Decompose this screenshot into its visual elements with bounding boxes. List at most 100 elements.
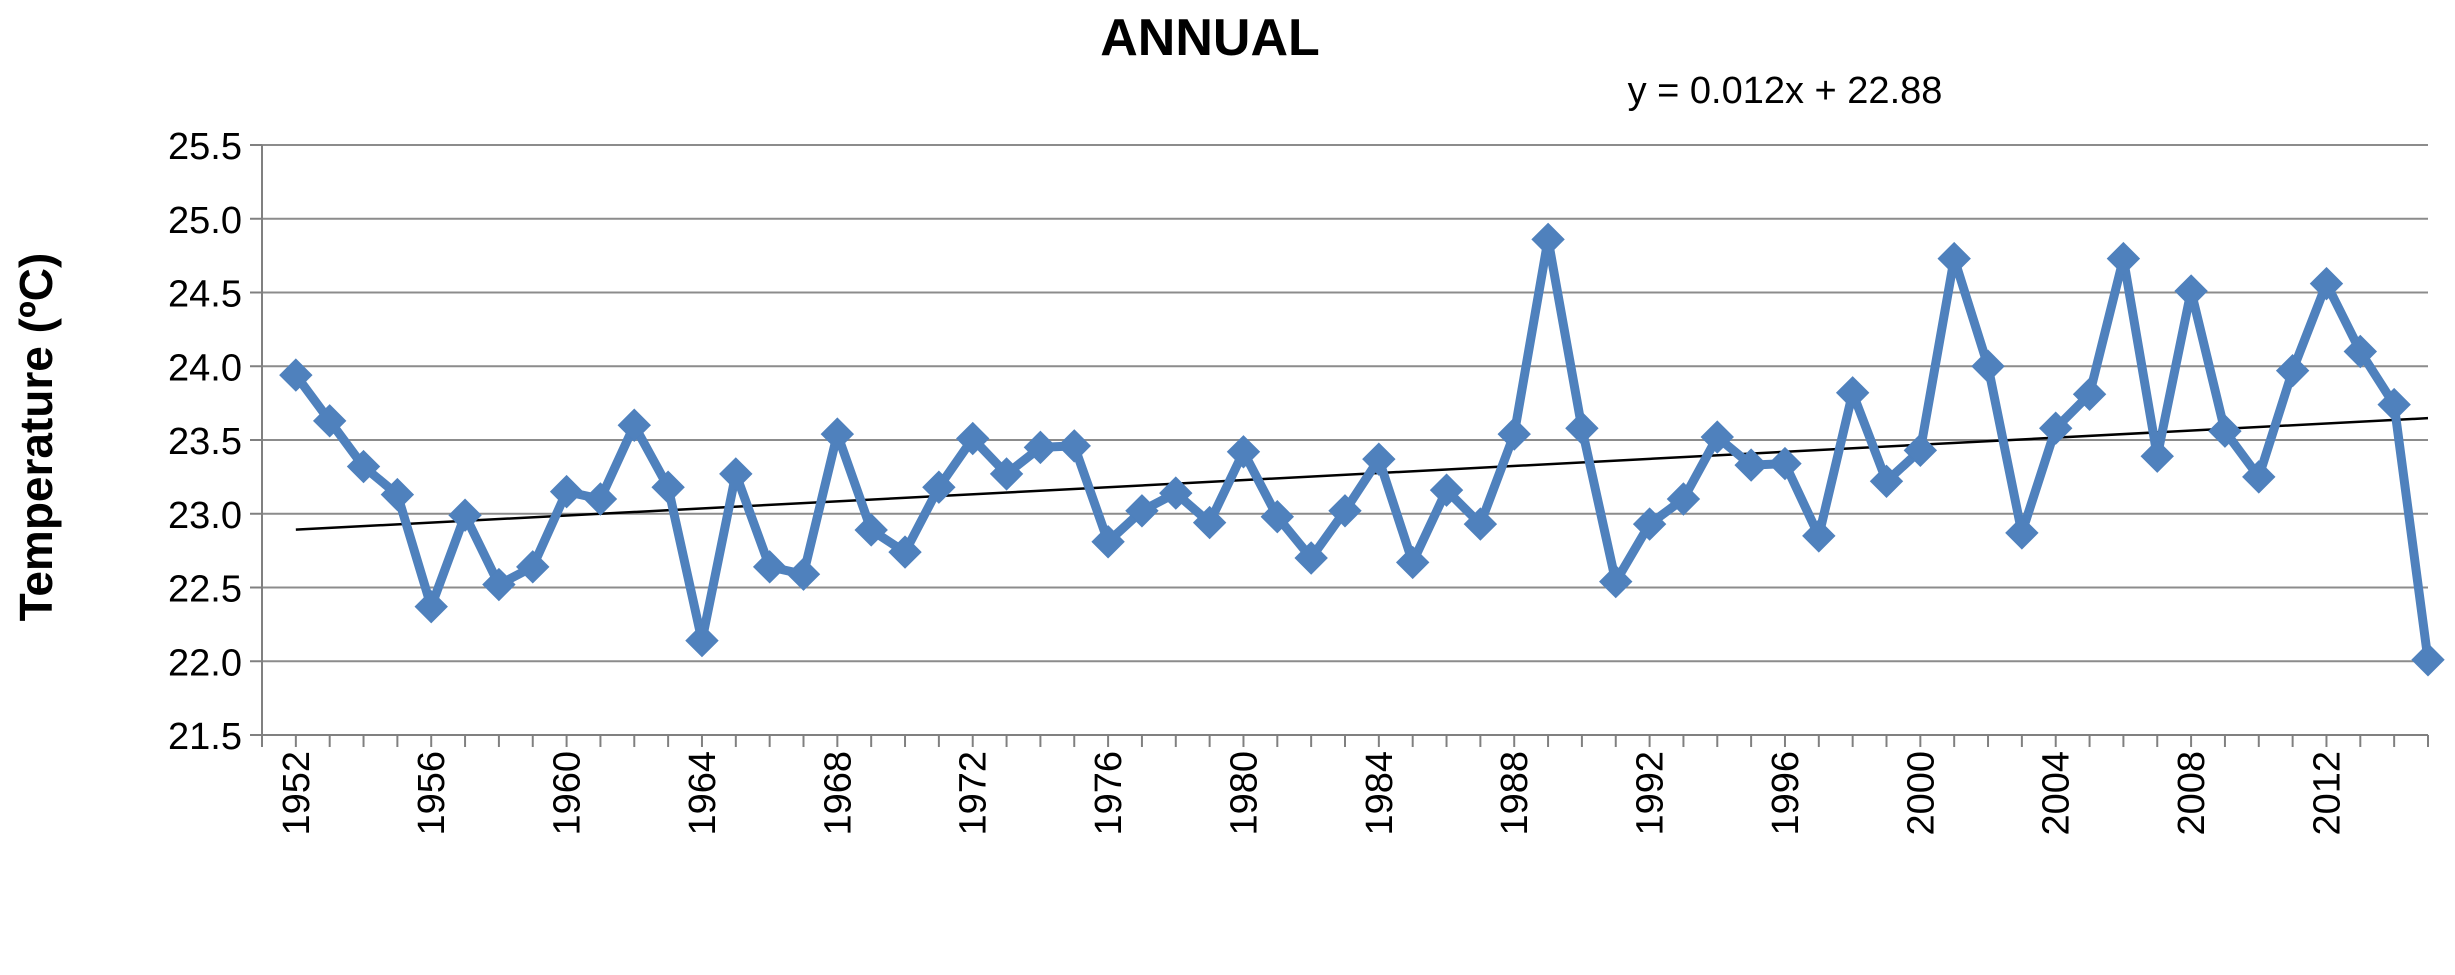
data-point-marker xyxy=(1835,376,1870,410)
x-tick-label: 1984 xyxy=(1359,751,1401,836)
data-point-marker xyxy=(651,470,685,504)
y-tick-label: 25.5 xyxy=(168,126,242,168)
y-tick-label: 23.0 xyxy=(168,495,242,537)
data-point-marker xyxy=(888,535,922,569)
series-line xyxy=(292,234,2433,661)
y-tick-label: 23.5 xyxy=(168,421,242,463)
x-tick-label: 2012 xyxy=(2306,751,2348,836)
temperature-series xyxy=(279,222,2445,677)
data-point-marker xyxy=(956,421,990,456)
data-point-marker xyxy=(1599,564,1633,599)
x-tick-label: 1980 xyxy=(1223,751,1265,836)
gridlines xyxy=(262,144,2428,663)
x-tick-label: 1964 xyxy=(682,751,724,836)
data-point-marker xyxy=(380,477,415,512)
data-point-marker xyxy=(1395,545,1430,580)
trendline-equation-label: y = 0.012x + 22.88 xyxy=(1628,70,1943,112)
data-point-marker xyxy=(1226,435,1261,469)
data-point-marker xyxy=(922,470,956,504)
data-point-marker xyxy=(1531,222,1565,257)
data-point-marker xyxy=(2174,274,2208,308)
data-point-marker xyxy=(2072,377,2107,411)
data-point-marker xyxy=(1768,446,1802,481)
data-point-marker xyxy=(1362,442,1396,476)
data-point-marker xyxy=(482,567,516,602)
data-point-marker xyxy=(1023,430,1058,465)
data-point-marker xyxy=(1159,476,1193,510)
y-tick-label: 24.5 xyxy=(168,274,242,316)
y-tick-label: 21.5 xyxy=(168,716,242,758)
data-point-marker xyxy=(1463,507,1498,541)
data-point-marker xyxy=(1734,448,1768,482)
data-point-marker xyxy=(312,404,347,438)
data-point-marker xyxy=(617,408,651,442)
data-point-marker xyxy=(1328,494,1362,528)
data-point-marker xyxy=(786,557,821,591)
data-point-marker xyxy=(1091,525,1125,559)
x-tick-label: 1952 xyxy=(276,751,318,836)
x-tick-label: 1960 xyxy=(547,751,589,836)
data-point-marker xyxy=(516,550,550,584)
y-tick-label: 22.0 xyxy=(168,642,242,684)
x-tick-label: 1988 xyxy=(1494,751,1536,836)
x-tick-labels: 1952 1956 1960 1964 1968 1972 1976 1980 1984 1988… xyxy=(276,751,2349,836)
data-point-marker xyxy=(854,513,888,547)
y-tick-label: 25.0 xyxy=(168,200,242,242)
x-tick-label: 1968 xyxy=(817,751,859,836)
data-point-marker xyxy=(685,623,719,658)
trendline-line xyxy=(295,416,2429,531)
data-point-marker xyxy=(1903,433,1938,468)
x-tick-label: 1976 xyxy=(1088,751,1130,836)
data-point-marker xyxy=(1565,411,1599,445)
data-point-marker xyxy=(346,449,381,484)
data-point-marker xyxy=(2106,241,2141,276)
x-tick-label: 1992 xyxy=(1630,751,1672,836)
data-point-marker xyxy=(414,589,448,624)
chart-title: ANNUAL xyxy=(1100,9,1320,67)
data-point-marker xyxy=(279,358,313,392)
data-point-marker xyxy=(2343,334,2378,369)
data-point-marker xyxy=(2411,643,2445,677)
data-point-marker xyxy=(1125,494,1159,528)
data-point-marker xyxy=(2140,439,2174,473)
data-point-marker xyxy=(1869,464,1904,499)
y-tick-label: 24.0 xyxy=(168,347,242,389)
data-point-marker xyxy=(1632,507,1667,541)
x-tick-label: 1956 xyxy=(411,751,453,836)
data-point-marker xyxy=(1666,482,1701,516)
data-point-marker xyxy=(448,498,482,532)
data-point-marker xyxy=(1294,541,1328,575)
data-point-marker xyxy=(752,550,787,584)
data-point-marker xyxy=(2242,460,2276,494)
data-point-marker xyxy=(1937,241,1971,276)
data-point-marker xyxy=(2005,516,2039,550)
data-point-marker xyxy=(583,482,618,516)
data-point-marker xyxy=(2039,411,2073,445)
data-point-marker xyxy=(1700,420,1734,454)
data-point-marker xyxy=(1429,473,1464,507)
data-point-marker xyxy=(820,417,855,451)
x-tick-label: 1996 xyxy=(1765,751,1807,836)
trendline xyxy=(295,416,2429,531)
data-point-marker xyxy=(549,474,584,509)
data-point-marker xyxy=(1192,505,1227,540)
x-tick-label: 2008 xyxy=(2171,751,2213,836)
data-point-marker xyxy=(1057,429,1091,463)
data-point-marker xyxy=(2208,414,2242,448)
data-point-marker xyxy=(1497,417,1531,451)
x-tick-label: 2004 xyxy=(2036,751,2078,836)
data-point-marker xyxy=(719,457,753,491)
data-point-marker xyxy=(1971,349,2005,383)
data-point-marker xyxy=(2377,387,2411,422)
axes xyxy=(250,144,2429,747)
x-tick-label: 1972 xyxy=(953,751,995,836)
data-point-marker xyxy=(989,457,1024,491)
y-tick-label: 22.5 xyxy=(168,569,242,611)
x-tick-label: 2000 xyxy=(1900,751,1942,836)
data-point-marker xyxy=(1802,519,1836,553)
data-point-marker xyxy=(2309,266,2344,301)
y-tick-labels: 25.5 25.0 24.5 24.0 23.5 23.0 22.5 22.0 21.5 xyxy=(168,126,242,758)
data-point-marker xyxy=(1260,499,1295,534)
y-axis-label: Temperature (ºC) xyxy=(10,253,62,622)
